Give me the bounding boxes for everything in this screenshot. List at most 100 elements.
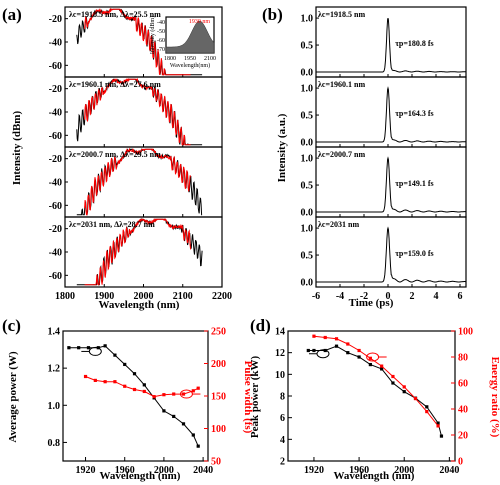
- spectrum-line-red: [84, 147, 192, 216]
- subplot-annotation: λc=1960.1 nm: [318, 80, 365, 89]
- series-marker-red: [402, 385, 406, 389]
- series-marker-red: [425, 410, 429, 414]
- subplot-annotation: λc=2000.7 nm: [318, 150, 365, 159]
- axis-indicator-oval: [88, 346, 102, 356]
- y-tick-label: -20: [49, 14, 62, 25]
- panel-c-xlabel: Wavelength (nm): [100, 470, 181, 482]
- y-tick-label: 0.8: [48, 438, 61, 449]
- subplot-annotation: λc=1960.1 nm, Δλ=27.6 nm: [69, 80, 161, 89]
- series-marker-black: [132, 372, 137, 376]
- y-tick-label: -40: [49, 178, 62, 189]
- series-marker-red: [181, 392, 186, 396]
- y-tick-label: -60: [49, 131, 62, 142]
- x-tick-label: 6: [458, 291, 463, 302]
- series-marker-red: [191, 389, 195, 393]
- subplot-annotation: λc=2031 nm: [318, 220, 359, 229]
- y-right-tick-label: 0: [458, 457, 463, 468]
- spectrum-line-red: [84, 77, 191, 146]
- y-tick-label: -60: [49, 271, 62, 282]
- series-marker-red: [162, 393, 166, 397]
- series-marker-red: [123, 384, 127, 388]
- y-tick-label: 1.0: [48, 401, 61, 412]
- series-marker-red: [196, 386, 200, 390]
- y-tick-label: 1.2: [48, 364, 61, 375]
- series-marker-red: [113, 380, 117, 384]
- x-tick-label: 1960: [349, 465, 369, 476]
- y-tick-label: 0.5: [301, 181, 314, 192]
- inset-y-label: Intensity (dBm): [149, 16, 156, 54]
- panel-c-ylabel-right: Pulse width (fs): [242, 361, 254, 434]
- panel-b-ylabel: Intensity (a.u.): [276, 113, 288, 182]
- y-tick-label: -60: [49, 201, 62, 212]
- inset-x-label: Wavelength(nm): [170, 62, 210, 69]
- series-marker-black: [86, 346, 91, 350]
- y-tick-label: -40: [49, 38, 62, 49]
- series-marker-black: [196, 444, 200, 448]
- series-marker-red: [152, 395, 156, 399]
- y-right-tick-label: 50: [211, 457, 221, 468]
- x-tick-label: -6: [312, 291, 320, 302]
- x-tick-label: 2100: [173, 291, 193, 302]
- y-tick-label: 8: [280, 392, 285, 403]
- series-marker-black: [67, 346, 71, 350]
- series-marker-red: [323, 335, 327, 340]
- y-tick-label: 0.5: [301, 111, 314, 122]
- series-marker-black: [380, 367, 384, 371]
- series-marker-black: [103, 344, 107, 348]
- pulse-width-annotation: τp=180.8 fs: [395, 39, 433, 48]
- y-tick-label: 1.0: [301, 14, 314, 25]
- pulse-subplot-frame: [315, 216, 467, 288]
- series-marker-black: [439, 434, 444, 438]
- y-tick-label: 1.0: [301, 224, 314, 235]
- series-marker-red: [368, 356, 372, 360]
- series-marker-black: [357, 355, 361, 359]
- series-line-red: [85, 376, 199, 398]
- series-marker-black: [312, 348, 316, 353]
- series-marker-black: [402, 390, 406, 394]
- x-tick-label: 2000: [394, 465, 414, 476]
- inset-y-tick-label: -40: [157, 20, 165, 26]
- series-marker-black: [425, 405, 429, 409]
- y-tick-label: -40: [49, 248, 62, 259]
- y-tick-label: 0.5: [301, 41, 314, 52]
- inset-x-tick-label: 1950: [184, 56, 196, 62]
- panel-label-b: (b): [262, 5, 283, 24]
- y-tick-label: -40: [49, 108, 62, 119]
- series-marker-red: [413, 397, 418, 401]
- series-marker-black: [172, 414, 176, 419]
- series-line-black: [68, 345, 199, 447]
- panel-label-c: (c): [2, 316, 21, 335]
- y-right-tick-label: 80: [458, 353, 468, 364]
- panel-a-xlabel: Wavelength (nm): [99, 299, 180, 311]
- panel-d-ylabel-right: Energy ratio (%): [489, 357, 500, 438]
- series-line-black: [308, 345, 442, 437]
- inset-peak-annotation: 1930 nm: [189, 19, 211, 25]
- series-marker-black: [391, 381, 395, 385]
- x-tick-label: 1800: [55, 291, 75, 302]
- pulse-line: [316, 17, 466, 73]
- y-tick-label: 0.0: [301, 68, 314, 79]
- x-tick-label: 1960: [115, 465, 135, 476]
- series-marker-red: [93, 378, 97, 382]
- inset-x-tick-label: 2100: [204, 56, 216, 62]
- spectrum-line-black: [76, 78, 203, 146]
- series-marker-black: [123, 362, 127, 367]
- panel-d-ylabel: Peak power (kW): [249, 356, 261, 439]
- y-right-tick-label: 20: [458, 431, 468, 442]
- series-marker-red: [380, 364, 384, 368]
- dual-axis-frame: [62, 330, 209, 462]
- series-marker-red: [334, 337, 339, 341]
- panel-label-a: (a): [2, 5, 22, 24]
- pulse-width-annotation: τp=149.1 fs: [395, 179, 433, 188]
- series-marker-red: [83, 374, 88, 379]
- spectrum-line-red: [84, 218, 192, 286]
- y-tick-label: -60: [49, 61, 62, 72]
- spectrum-line-red: [84, 7, 191, 76]
- series-marker-red: [391, 374, 395, 379]
- panel-b-xlabel: Time (ps): [349, 297, 394, 309]
- series-marker-red: [346, 342, 350, 346]
- pulse-width-annotation: τp=164.3 fs: [395, 109, 433, 118]
- x-tick-label: 2000: [134, 291, 154, 302]
- x-tick-label: 1920: [304, 465, 324, 476]
